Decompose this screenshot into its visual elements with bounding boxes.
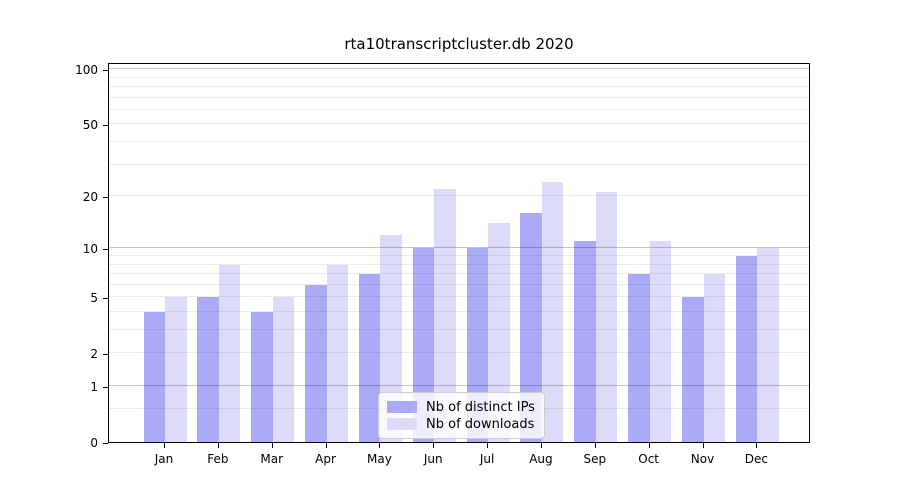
x-tick-mark xyxy=(756,443,758,448)
y-tick-label: 10 xyxy=(82,242,98,257)
x-tick-label: Apr2020 xyxy=(296,452,356,467)
month-label: Jan xyxy=(154,452,174,466)
minor-gridline xyxy=(109,108,809,110)
bar-distinct-ips xyxy=(197,297,219,442)
y-tick-mark xyxy=(103,354,108,356)
month-label: Nov xyxy=(690,452,715,466)
month-label: May xyxy=(366,452,392,466)
month-label: Mar xyxy=(260,452,283,466)
major-gridline xyxy=(109,68,809,70)
minor-gridline xyxy=(109,255,809,256)
bar-downloads xyxy=(165,297,187,442)
x-tick-mark xyxy=(325,443,327,448)
major-gridline xyxy=(109,247,809,249)
x-tick-label: Nov2020 xyxy=(673,452,733,467)
bar-distinct-ips xyxy=(358,274,381,442)
bar-downloads xyxy=(218,264,241,442)
y-tick-mark xyxy=(103,70,108,72)
x-tick-label: Dec2020 xyxy=(726,452,786,467)
y-tick-label: 50 xyxy=(82,118,98,133)
bar-distinct-ips xyxy=(251,312,273,442)
bar-distinct-ips xyxy=(143,312,165,442)
legend: Nb of distinct IPs Nb of downloads xyxy=(378,392,545,439)
bar-downloads xyxy=(272,297,295,442)
y-tick-label: 5 xyxy=(90,291,98,306)
minor-gridline xyxy=(109,263,809,265)
x-tick-label: Jan2020 xyxy=(134,452,194,467)
minor-gridline xyxy=(109,76,809,78)
legend-label: Nb of distinct IPs xyxy=(426,399,535,415)
x-tick-label: Feb2020 xyxy=(188,452,248,467)
y-tick-mark xyxy=(103,443,108,444)
bar-distinct-ips xyxy=(520,213,542,442)
month-label: Feb xyxy=(207,452,229,466)
bar-downloads xyxy=(703,274,725,442)
bar-distinct-ips xyxy=(735,256,758,442)
month-label: Sep xyxy=(583,452,607,466)
x-tick-label: May2020 xyxy=(349,452,409,467)
month-label: Jul xyxy=(479,452,495,466)
x-tick-label: Sep2020 xyxy=(565,452,625,467)
bar-downloads xyxy=(649,241,672,442)
x-tick-mark xyxy=(648,443,650,448)
y-tick-mark xyxy=(103,197,108,198)
x-tick-label: Mar2020 xyxy=(242,452,302,467)
x-tick-mark xyxy=(702,443,704,448)
bar-downloads xyxy=(541,181,564,442)
y-tick-mark xyxy=(103,386,108,388)
month-label: Apr xyxy=(315,452,336,466)
bar-distinct-ips xyxy=(628,274,650,442)
x-tick-label: Oct2020 xyxy=(619,452,679,467)
y-tick-label: 20 xyxy=(82,190,98,204)
x-tick-mark xyxy=(594,443,596,448)
y-tick-label: 2 xyxy=(90,347,98,362)
month-label: Aug xyxy=(529,452,553,466)
bar-downloads xyxy=(595,192,618,442)
minor-gridline xyxy=(109,195,809,196)
x-tick-mark xyxy=(540,443,542,448)
bar-distinct-ips xyxy=(574,241,596,442)
month-label: Dec xyxy=(744,452,768,466)
y-tick-mark xyxy=(103,125,108,127)
x-tick-mark xyxy=(433,443,435,448)
minor-gridline xyxy=(109,141,809,142)
plot-area xyxy=(108,63,810,443)
x-tick-mark xyxy=(379,443,381,448)
x-tick-mark xyxy=(217,443,219,448)
x-tick-mark xyxy=(164,443,165,448)
bar-distinct-ips xyxy=(682,297,704,442)
distinct-ips-swatch xyxy=(387,401,417,413)
x-tick-label: Jun2020 xyxy=(403,452,463,467)
bar-downloads xyxy=(434,188,456,442)
minor-gridline xyxy=(109,96,809,98)
y-tick-label: 100 xyxy=(75,63,98,78)
x-tick-label: Aug2020 xyxy=(511,452,571,467)
chart-title: rta10transcriptcluster.db 2020 xyxy=(344,35,574,53)
month-label: Oct xyxy=(638,452,660,466)
y-tick-label: 0 xyxy=(90,436,98,450)
minor-gridline xyxy=(109,123,809,125)
y-tick-mark xyxy=(103,249,108,251)
legend-item: Nb of distinct IPs xyxy=(387,399,536,415)
legend-label: Nb of downloads xyxy=(426,416,535,432)
y-tick-mark xyxy=(103,298,108,300)
bar-downloads xyxy=(757,248,779,442)
x-tick-mark xyxy=(487,443,489,448)
month-label: Jun xyxy=(423,452,443,466)
bar-downloads xyxy=(488,223,510,442)
y-tick-label: 1 xyxy=(90,379,98,394)
bar-downloads xyxy=(326,264,349,442)
x-tick-label: Jul2020 xyxy=(457,452,517,467)
minor-gridline xyxy=(109,85,809,87)
minor-gridline xyxy=(109,163,809,165)
x-tick-mark xyxy=(271,443,273,448)
bar-downloads xyxy=(380,234,402,442)
bar-distinct-ips xyxy=(305,284,327,442)
legend-item: Nb of downloads xyxy=(387,416,536,432)
downloads-swatch xyxy=(387,418,417,430)
